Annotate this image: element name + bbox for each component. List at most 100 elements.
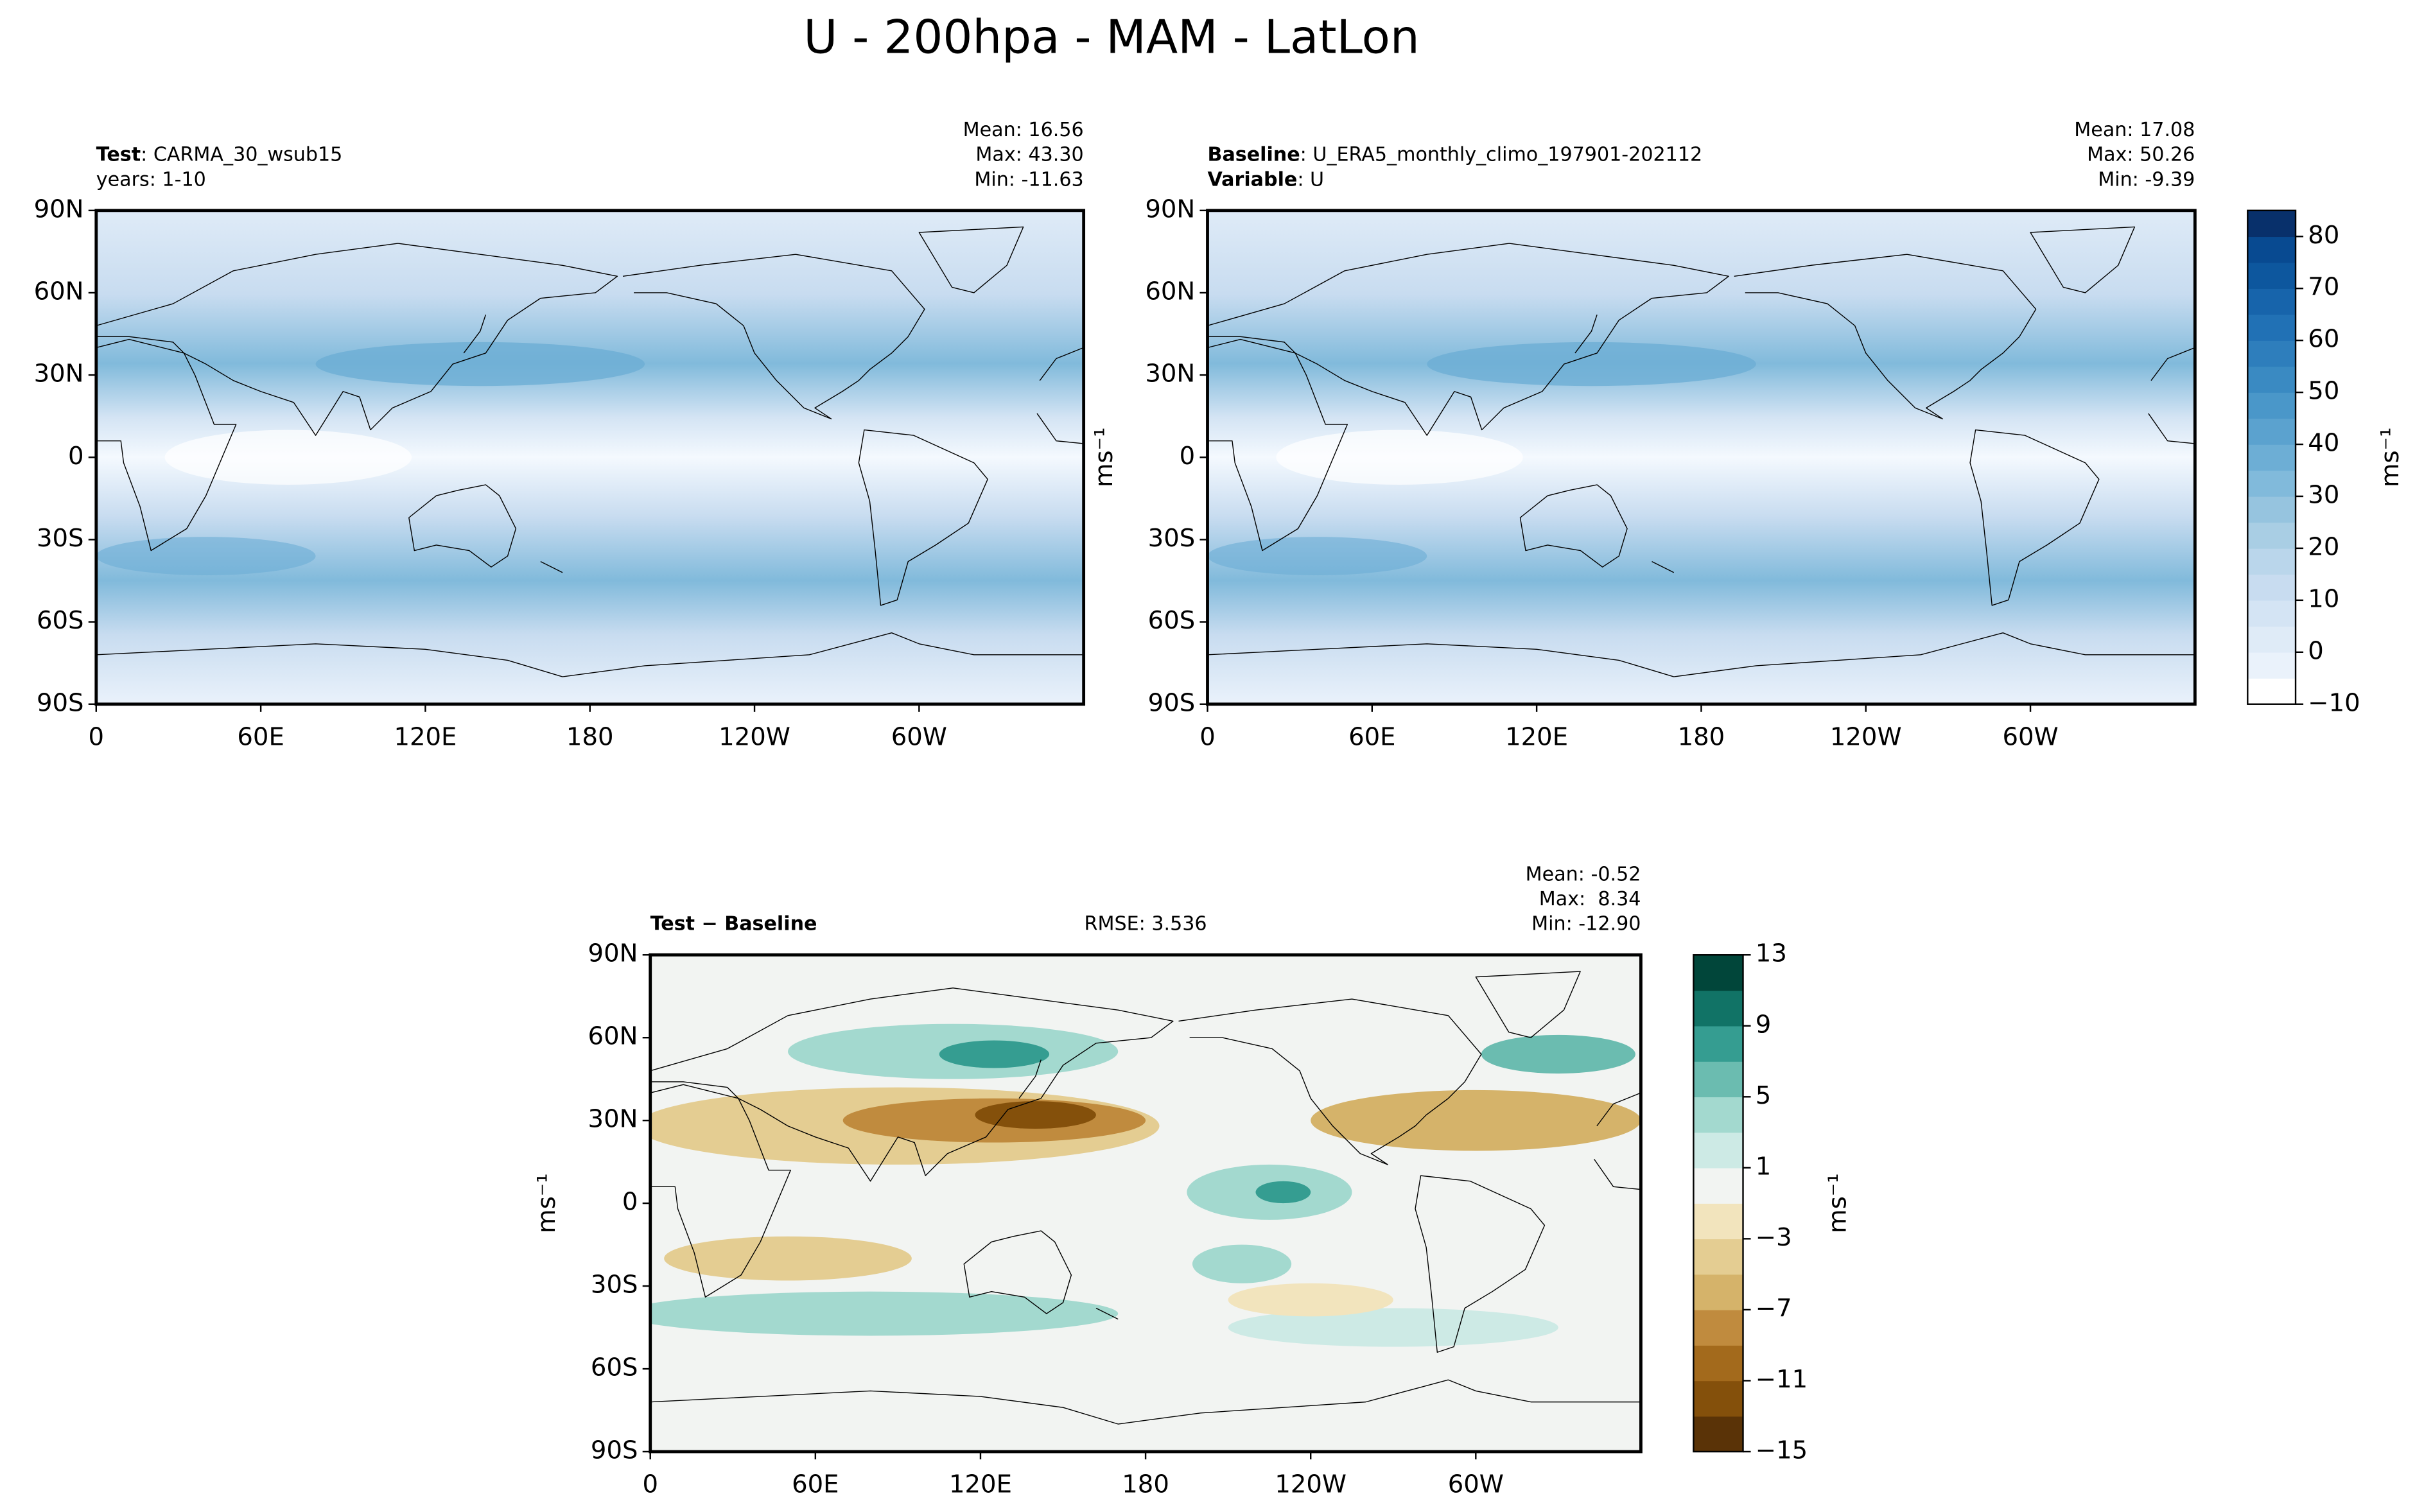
y-tick-label: 60S xyxy=(591,1353,638,1382)
panel-stat: Max: 8.34 xyxy=(1539,888,1641,910)
y-tick-label: 0 xyxy=(68,442,84,471)
x-tick-label: 60W xyxy=(891,722,947,751)
colorbar-tick-label: −15 xyxy=(1756,1436,1808,1464)
panel-stat: Mean: 17.08 xyxy=(2074,119,2195,141)
colorbar-tick-label: −7 xyxy=(1756,1294,1792,1323)
x-tick-label: 60E xyxy=(1348,722,1395,751)
x-tick-label: 120W xyxy=(719,722,790,751)
colorbar-segment xyxy=(1693,1345,1743,1382)
panel-label-text: : U_ERA5_monthly_climo_197901-202112 xyxy=(1300,144,1702,166)
y-tick-label: 90N xyxy=(34,195,84,223)
colorbar-segment xyxy=(2247,262,2296,289)
colorbar-segment xyxy=(2247,600,2296,627)
y-tick-label: 30S xyxy=(37,524,84,553)
colorbar-segment xyxy=(1693,1380,1743,1417)
x-tick-label: 180 xyxy=(1122,1470,1169,1499)
y-tick-label: 30N xyxy=(588,1105,638,1134)
panel-label-text: years: 1-10 xyxy=(96,168,206,191)
colorbar-tick-label: 10 xyxy=(2308,584,2339,613)
y-tick-label: 0 xyxy=(622,1188,638,1217)
x-tick-label: 60W xyxy=(2002,722,2058,751)
panel-stat: Min: -9.39 xyxy=(2098,168,2195,191)
panel-label: Test: CARMA_30_wsub15 xyxy=(96,144,343,166)
colorbar-segment xyxy=(1693,990,1743,1027)
y-tick-label: 30S xyxy=(1148,524,1196,553)
colorbar-tick-label: −11 xyxy=(1756,1365,1808,1394)
colorbar-segment xyxy=(1693,1025,1743,1062)
panel-label-bold: Baseline xyxy=(1208,144,1300,166)
colorbar-segment xyxy=(2247,496,2296,523)
colorbar-segment xyxy=(1693,1097,1743,1133)
colorbar-tick-label: 9 xyxy=(1756,1010,1772,1039)
colorbar-segment xyxy=(1693,1309,1743,1346)
colorbar-segment xyxy=(2247,574,2296,601)
y-tick-label: 60N xyxy=(1145,277,1195,306)
panel-stat: Max: 43.30 xyxy=(975,144,1083,166)
y-tick-label: 90N xyxy=(1145,195,1195,223)
panel-label: years: 1-10 xyxy=(96,168,206,191)
panel-label-text: : U xyxy=(1297,168,1324,191)
colorbar-segment xyxy=(2247,626,2296,653)
colorbar-segment xyxy=(1693,1167,1743,1204)
y-tick-label: 60S xyxy=(37,606,84,635)
colorbar-segment xyxy=(1693,1238,1743,1275)
colorbar-tick-label: 1 xyxy=(1756,1152,1772,1181)
colorbar-tick-label: 50 xyxy=(2308,377,2339,406)
y-tick-label: 0 xyxy=(1180,442,1196,471)
x-tick-label: 60E xyxy=(237,722,284,751)
x-tick-label: 120E xyxy=(1505,722,1568,751)
y-tick-label: 30N xyxy=(34,360,84,388)
x-tick-label: 60W xyxy=(1448,1470,1504,1499)
y-tick-label: 60N xyxy=(34,277,84,306)
x-tick-label: 0 xyxy=(1199,722,1216,751)
x-tick-label: 60E xyxy=(792,1470,839,1499)
colorbar-segment xyxy=(2247,444,2296,471)
panel-label: Test − Baseline xyxy=(650,913,817,935)
y-axis-label: ms⁻¹ xyxy=(532,1173,561,1233)
contour-field xyxy=(623,955,1641,1452)
colorbar-segment xyxy=(2247,210,2296,238)
panel-stat: Max: 50.26 xyxy=(2087,144,2195,166)
panel-stat: Min: -12.90 xyxy=(1531,913,1641,935)
colorbar-tick-label: 30 xyxy=(2308,480,2339,509)
x-tick-label: 0 xyxy=(89,722,105,751)
y-tick-label: 90N xyxy=(588,939,638,968)
panel-stat: Min: -11.63 xyxy=(974,168,1083,191)
colorbar-segment xyxy=(1693,1203,1743,1240)
colorbar-segment xyxy=(2247,314,2296,341)
contour-field xyxy=(1208,211,2195,704)
panel-label-bold: Test xyxy=(96,144,141,166)
panel-label-bold: Test − Baseline xyxy=(650,913,817,935)
colorbar-frame xyxy=(2247,209,2297,705)
colorbar-tick-label: −10 xyxy=(2308,688,2360,717)
x-tick-label: 120E xyxy=(949,1470,1012,1499)
panel-stat: Mean: -0.52 xyxy=(1526,864,1641,886)
panel-label: Baseline: U_ERA5_monthly_climo_197901-20… xyxy=(1208,144,1703,166)
y-axis-label: ms⁻¹ xyxy=(1090,428,1119,487)
x-tick-label: 120W xyxy=(1830,722,1902,751)
colorbar-tick-label: 40 xyxy=(2308,429,2339,458)
colorbar-segment xyxy=(1693,955,1743,991)
y-tick-label: 90S xyxy=(37,688,84,717)
y-tick-label: 90S xyxy=(591,1436,638,1464)
x-tick-label: 180 xyxy=(1678,722,1725,751)
figure-title: U - 200hpa - MAM - LatLon xyxy=(803,11,1419,65)
colorbar-segment xyxy=(1693,1061,1743,1098)
colorbar-tick-label: 0 xyxy=(2308,636,2324,665)
panel-stat: Mean: 16.56 xyxy=(963,119,1084,141)
colorbar-segment xyxy=(1693,1132,1743,1169)
colorbar-segment xyxy=(2247,418,2296,445)
panel-label-bold: Variable xyxy=(1208,168,1298,191)
y-tick-label: 30S xyxy=(591,1271,638,1299)
colorbar-tick-label: 80 xyxy=(2308,221,2339,250)
colorbar-segment xyxy=(2247,340,2296,367)
x-tick-label: 120E xyxy=(394,722,457,751)
colorbar-segment xyxy=(2247,522,2296,549)
colorbar-frame xyxy=(1693,954,1744,1453)
colorbar-segment xyxy=(1693,1416,1743,1452)
colorbar-segment xyxy=(2247,652,2296,679)
colorbar-tick-label: 5 xyxy=(1756,1081,1772,1110)
x-tick-label: 120W xyxy=(1275,1470,1347,1499)
panel-center-title: RMSE: 3.536 xyxy=(1085,913,1207,935)
